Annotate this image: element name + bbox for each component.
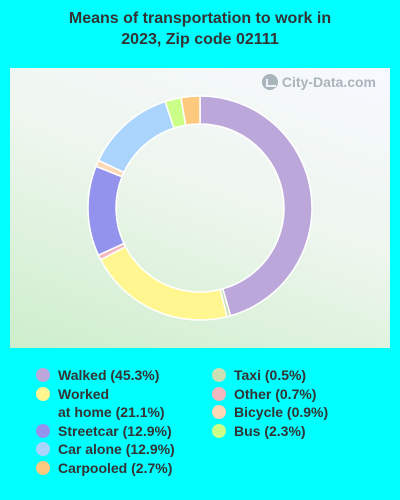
legend-item: Worked at home (21.1%) <box>36 385 165 421</box>
legend-swatch <box>212 423 226 438</box>
legend-label: Walked (45.3%) <box>58 367 160 383</box>
plot-area: City-Data.com <box>10 68 390 348</box>
legend-item: Taxi (0.5%) <box>212 366 306 384</box>
legend-label: Worked at home (21.1%) <box>58 385 165 420</box>
legend-item: Other (0.7%) <box>212 385 316 403</box>
donut-slice-worked <box>99 245 228 321</box>
legend-swatch <box>212 386 226 401</box>
donut-chart <box>87 95 313 321</box>
legend: Walked (45.3%) Worked at home (21.1%) Stre… <box>0 366 400 486</box>
watermark-text: City-Data.com <box>281 74 376 90</box>
legend-item: Bus (2.3%) <box>212 422 306 440</box>
chart-title-line-1: Means of transportation to work in <box>68 10 332 27</box>
legend-swatch <box>212 405 226 419</box>
legend-swatch <box>212 368 226 382</box>
chart-title: Means of transportation to work in 2023,… <box>0 8 400 50</box>
chart-title-line-2: 2023, Zip code 02111 <box>121 31 279 48</box>
legend-item: Walked (45.3%) <box>36 366 159 384</box>
legend-item: Carpooled (2.7%) <box>36 459 172 477</box>
donut-slice-walked <box>199 95 313 317</box>
legend-label: Other (0.7%) <box>234 385 317 402</box>
legend-item: Car alone (12.9%) <box>36 440 175 458</box>
legend-label: Streetcar (12.9%) <box>58 422 172 439</box>
legend-swatch <box>36 442 50 456</box>
legend-swatch <box>36 423 50 438</box>
legend-item: Bicycle (0.9%) <box>212 403 328 421</box>
legend-swatch <box>36 386 50 401</box>
legend-swatch <box>36 368 50 382</box>
legend-swatch <box>36 460 50 475</box>
legend-label: Carpooled (2.7%) <box>58 459 173 476</box>
city-data-logo-icon <box>261 74 278 90</box>
legend-label: Taxi (0.5%) <box>234 367 307 383</box>
legend-label: Car alone (12.9%) <box>58 441 175 457</box>
donut-slice-carpooled <box>180 95 201 127</box>
legend-item: Streetcar (12.9%) <box>36 422 172 440</box>
donut-slice-car <box>97 100 175 174</box>
legend-label: Bus (2.3%) <box>234 422 306 439</box>
donut-slice-streetcar <box>87 165 125 257</box>
watermark: City-Data.com <box>261 74 376 90</box>
legend-label: Bicycle (0.9%) <box>234 404 329 420</box>
